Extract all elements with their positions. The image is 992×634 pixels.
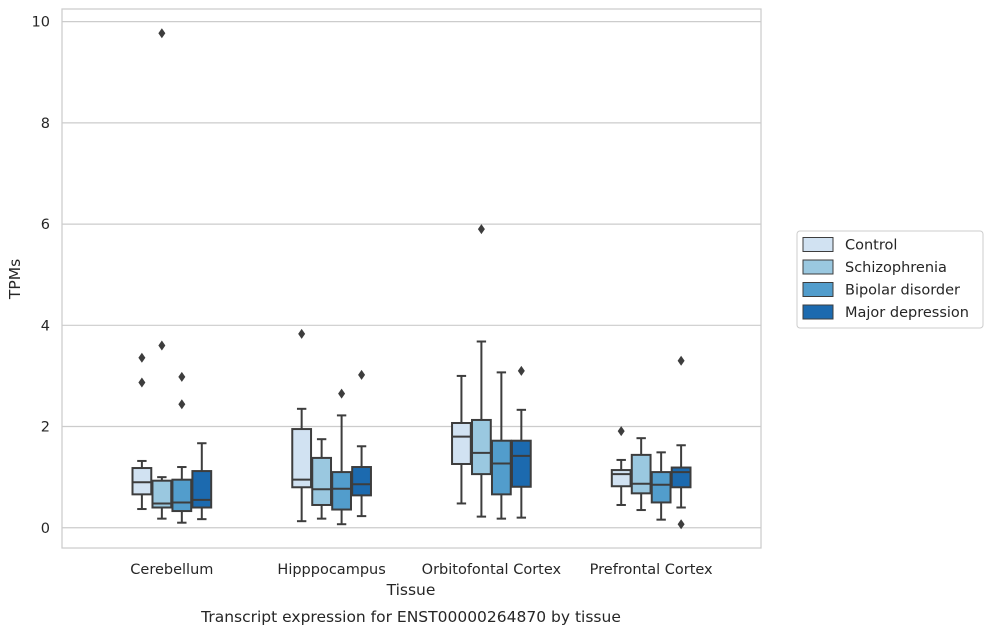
box-control <box>291 328 313 523</box>
box-major-depression <box>191 442 213 521</box>
y-tick-label: 8 <box>41 116 50 132</box>
outlier-marker <box>617 426 625 437</box>
y-axis-label: TPMs <box>6 259 24 300</box>
outlier-marker <box>178 399 186 410</box>
x-axis-label: Tissue <box>386 581 436 599</box>
chart-caption: Transcript expression for ENST0000026487… <box>200 608 621 626</box>
outlier-marker <box>477 224 485 235</box>
y-tick-label: 10 <box>32 15 50 31</box>
box-bipolar-disorder <box>490 371 512 520</box>
box-iqr <box>131 467 153 496</box>
box-iqr <box>650 471 672 504</box>
box-groups <box>131 28 692 530</box>
box-control <box>131 352 153 511</box>
outlier-marker <box>298 328 306 339</box>
y-tick-label: 4 <box>41 318 50 334</box>
x-tick-label: Hipppocampus <box>277 562 385 578</box>
box-bipolar-disorder <box>331 388 352 526</box>
box-schizophrenia <box>151 28 173 520</box>
outlier-marker <box>677 519 685 530</box>
box-iqr <box>510 439 532 488</box>
y-axis-ticks: 0 2 4 6 8 10 <box>32 15 50 537</box>
box-iqr <box>610 469 632 488</box>
outlier-marker <box>158 28 166 39</box>
box-major-depression <box>351 369 372 518</box>
x-tick-label: Orbitofontal Cortex <box>422 562 562 578</box>
box-control <box>451 374 472 505</box>
legend-swatch <box>802 282 834 297</box>
outlier-marker <box>517 365 525 376</box>
box-major-depression <box>670 355 692 530</box>
outlier-marker <box>338 388 346 399</box>
outlier-marker <box>677 355 685 366</box>
box-iqr <box>151 479 173 509</box>
legend-entry-label: Schizophrenia <box>845 260 947 276</box>
y-tick-label: 6 <box>41 217 50 233</box>
box-schizophrenia <box>311 438 333 520</box>
box-bipolar-disorder <box>171 371 193 524</box>
box-iqr <box>191 470 213 509</box>
y-tick-label: 2 <box>41 420 50 436</box>
box-iqr <box>630 453 652 495</box>
y-tick-label: 0 <box>41 521 50 537</box>
outlier-marker <box>158 340 166 351</box>
x-tick-label: Prefrontal Cortex <box>590 562 713 578</box>
legend-entry-label: Bipolar disorder <box>845 283 960 299</box>
box-iqr <box>311 456 333 506</box>
box-bipolar-disorder <box>650 451 672 521</box>
outlier-marker <box>358 369 366 380</box>
outlier-marker <box>138 352 146 363</box>
outlier-marker <box>138 377 146 388</box>
box-schizophrenia <box>630 437 652 512</box>
box-iqr <box>490 439 512 496</box>
x-axis-ticks: Cerebellum Hipppocampus Orbitofontal Corte… <box>130 562 713 578</box>
box-iqr <box>171 478 193 513</box>
legend-entry-label: Control <box>845 238 897 254</box>
box-control <box>610 426 632 506</box>
box-major-depression <box>510 365 532 519</box>
box-schizophrenia <box>471 224 492 518</box>
legend: Control Schizophrenia Bipolar disorder Majo… <box>796 230 984 329</box>
box-iqr <box>351 466 372 497</box>
gridlines <box>62 21 761 529</box>
box-iqr <box>471 418 492 476</box>
outlier-marker <box>178 371 186 382</box>
legend-frame <box>796 230 984 329</box>
box-iqr <box>451 421 472 465</box>
legend-swatch <box>802 259 834 275</box>
box-iqr <box>291 428 313 489</box>
x-tick-label: Cerebellum <box>130 562 213 578</box>
legend-swatch <box>802 304 834 320</box>
box-iqr <box>670 466 692 489</box>
plot-area <box>61 8 762 549</box>
legend-entry-label: Major depression <box>845 305 969 321</box>
box-iqr <box>331 471 352 511</box>
legend-swatch <box>802 237 834 252</box>
